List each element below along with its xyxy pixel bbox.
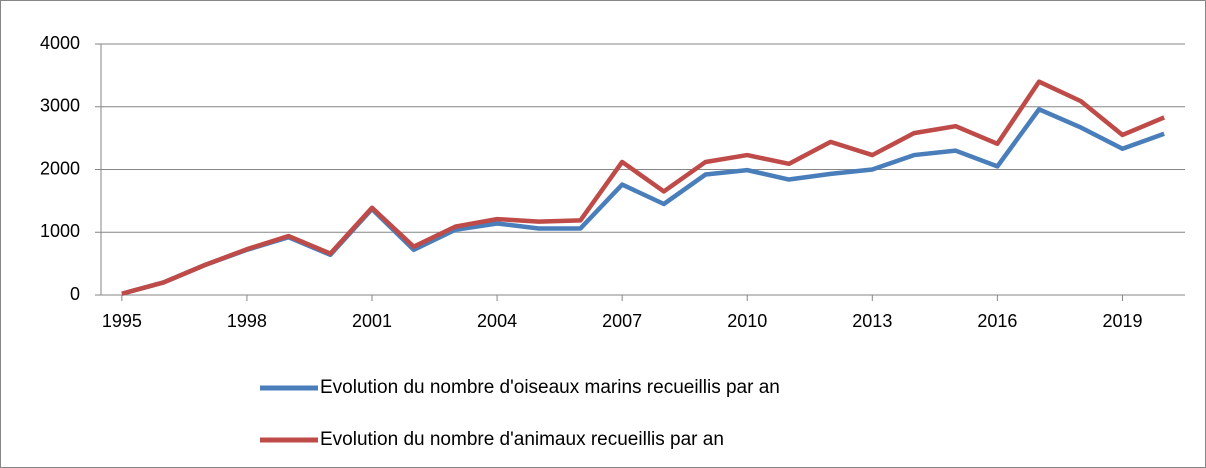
legend-label: Evolution du nombre d'oiseaux marins rec… [320, 377, 780, 398]
y-tick-label: 4000 [40, 33, 80, 53]
x-tick-label: 2016 [977, 311, 1017, 331]
y-tick-label: 2000 [40, 158, 80, 178]
x-tick-label: 1995 [102, 311, 142, 331]
x-tick-label: 1998 [227, 311, 267, 331]
legend-label: Evolution du nombre d'animaux recueillis… [320, 429, 724, 450]
x-tick-label: 2001 [352, 311, 392, 331]
y-tick-label: 0 [70, 284, 80, 304]
y-tick-label: 1000 [40, 221, 80, 241]
x-tick-label: 2013 [852, 311, 892, 331]
y-tick-label: 3000 [40, 96, 80, 116]
x-tick-label: 2004 [477, 311, 517, 331]
x-tick-label: 2007 [602, 311, 642, 331]
x-tick-label: 2010 [727, 311, 767, 331]
data-line [121, 79, 1166, 296]
x-tick-label: 2019 [1102, 311, 1142, 331]
